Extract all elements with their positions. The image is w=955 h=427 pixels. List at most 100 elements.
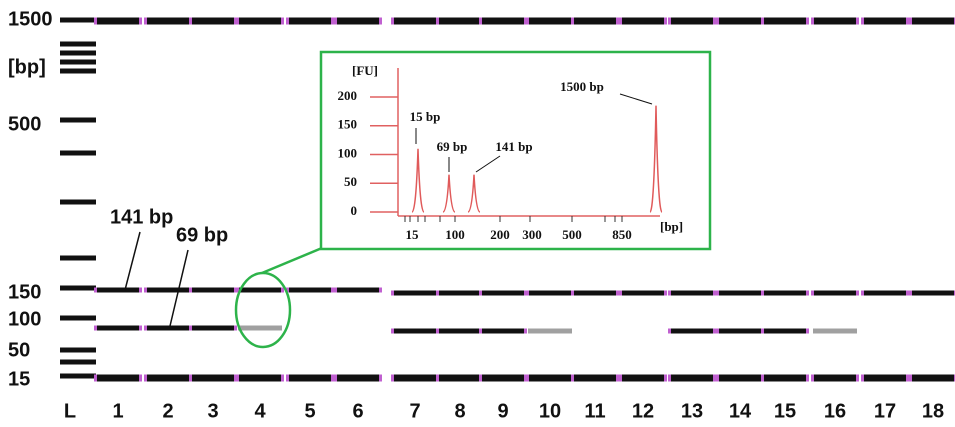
band-edge [436,375,439,382]
callout-line [262,248,322,273]
ladder-band [60,151,96,156]
band [191,288,235,293]
band-edge [391,18,394,25]
band-edge [571,18,574,25]
peak-label: 69 bp [437,139,468,154]
band-edge [668,329,671,334]
band-edge [619,18,622,25]
band-edge [761,18,764,25]
ladder-band [60,256,96,261]
y-tick-label: 50 [344,174,357,189]
band-edge [761,291,764,296]
band [528,375,572,382]
lane-label: 4 [254,400,266,422]
band-edge [139,326,142,331]
band [718,329,762,334]
band-edge [713,375,716,382]
band-edge [189,375,192,382]
y-unit: [FU] [352,63,378,78]
size-label: 100 [8,308,41,330]
band-edge [526,291,529,296]
lane-label: 10 [539,400,561,422]
band [438,329,482,334]
ladder-band [60,374,96,379]
band-edge [716,375,719,382]
band-edge [139,18,142,25]
lane-label: L [64,400,76,422]
band [763,375,807,382]
band [911,375,955,382]
band-edge [94,18,97,25]
band [336,375,380,382]
band-edge [906,291,909,296]
band [621,375,665,382]
band-edge [861,291,864,296]
band [670,329,714,334]
lane-label: 12 [632,400,654,422]
band-edge [856,375,859,382]
band-edge [664,18,667,25]
band [288,375,332,382]
band-edge [811,18,814,25]
band-edge [811,375,814,382]
band-edge [668,18,671,25]
band [573,18,617,25]
band-edge [713,18,716,25]
band [238,326,282,331]
band [718,375,762,382]
band [96,375,140,382]
band-edge [331,18,334,25]
band-edge [479,375,482,382]
band-edge [526,18,529,25]
band [863,291,907,296]
ladder-band [60,69,96,74]
band-edge [144,326,147,331]
size-label: [bp] [8,56,46,78]
leader [125,232,140,290]
lane-label: 17 [874,400,896,422]
band [573,375,617,382]
band-edge [189,288,192,293]
ladder-band [60,348,96,353]
ladder-band [60,60,96,65]
band-edge [236,18,239,25]
band-edge [236,375,239,382]
band [146,18,190,25]
band-edge [139,375,142,382]
band [763,18,807,25]
lane-label: 18 [922,400,944,422]
band-edge [331,375,334,382]
x-tick-label: 200 [490,227,510,242]
ladder-band [60,18,96,23]
band-edge [861,18,864,25]
band [146,375,190,382]
band-edge [391,329,394,334]
band-edge [436,291,439,296]
band-edge [861,375,864,382]
x-tick-label: 300 [522,227,542,242]
band [336,288,380,293]
band [528,291,572,296]
band-edge [334,288,337,293]
band [238,288,282,293]
x-tick-label: 100 [445,227,465,242]
band [481,291,525,296]
band-edge [144,288,147,293]
band [481,329,525,334]
lane-label: 9 [497,400,508,422]
band-edge [391,291,394,296]
y-tick-label: 150 [338,117,358,132]
band-edge [806,375,809,382]
band [813,291,857,296]
band-edge [856,291,859,296]
band-edge [94,288,97,293]
band [393,375,437,382]
band [813,329,857,334]
band-edge [619,291,622,296]
band-edge [334,18,337,25]
lane-label: 5 [304,400,315,422]
band [238,18,282,25]
band-edge [234,326,237,331]
lane-label: 15 [774,400,796,422]
band [718,291,762,296]
